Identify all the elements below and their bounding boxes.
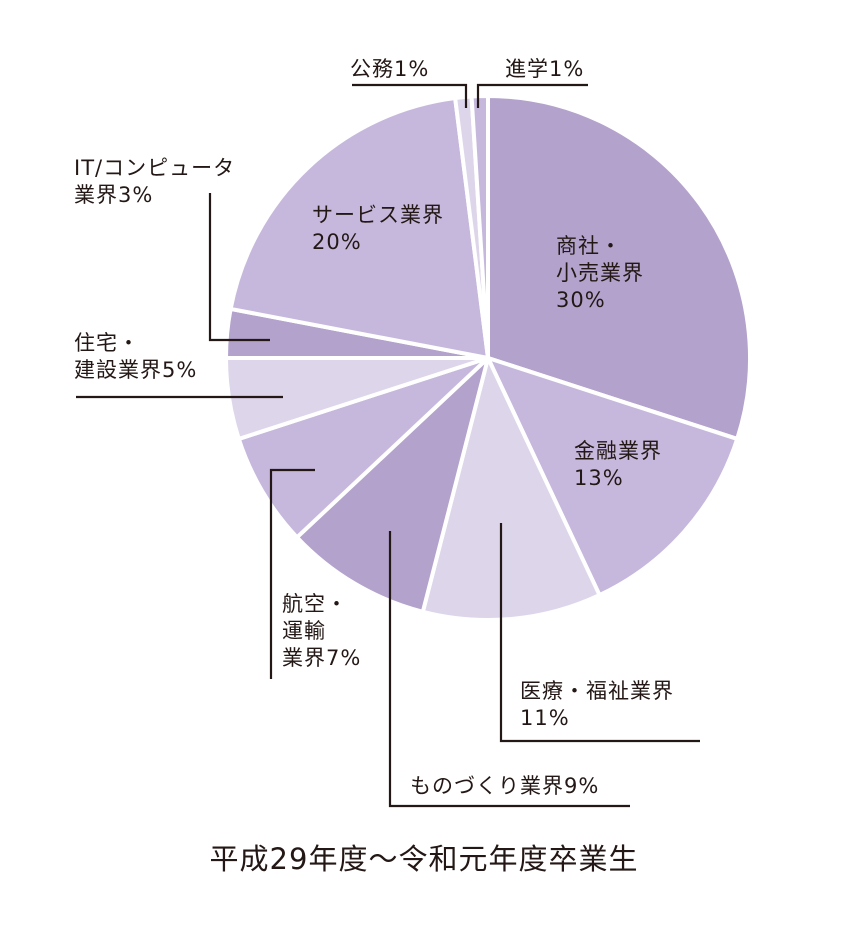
slice-label-line: 30% [556,288,606,312]
slice-label-line: 公務1% [350,57,430,81]
slice-label: 商社・小売業界 30% [556,233,644,314]
slice-label-line: IT/コンピュータ [74,156,236,180]
slice-label-line: 建設業界5% [74,358,198,382]
slice-label: 金融業界 13% [574,438,662,492]
pie-slice [420,356,602,622]
slice-label-line: 業界3% [74,183,154,207]
leader-line [499,523,700,743]
slice-label-line: 商社・ [556,234,622,258]
slice-label: 医療・福祉業界 11% [520,678,674,732]
slice-label: サービス業界 20% [312,202,444,256]
pie-slice [486,94,752,441]
slice-label: 進学1% [505,56,584,83]
slice-label-line: 住宅・ [74,331,140,355]
slice-label-line: 小売業界 [556,261,644,285]
slice-label-line: 13% [574,466,624,490]
slice-label-line: サービス業界 [312,203,444,227]
leader-line [388,531,630,808]
slice-label-line: 業界7% [282,646,362,670]
slice-label: 住宅・建設業界5% [74,330,197,384]
pie-slice [486,356,740,598]
pie-slice [469,94,490,360]
slice-label-line: 航空・ [282,592,348,616]
chart-caption: 平成29年度～令和元年度卒業生 [209,842,639,876]
slice-label: 公務1% [350,56,429,83]
slice-label-line: ものづくり業界9% [410,774,600,798]
slice-label-line: 運輸 [282,619,326,643]
leader-line [352,83,468,108]
leader-line [208,193,270,342]
leader-line [476,83,588,108]
leader-line [269,468,315,679]
slice-label-line: 20% [312,230,362,254]
slice-label: IT/コンピュータ 業界3% [74,155,235,209]
slice-label-line: 医療・福祉業界 [520,679,674,703]
slice-label-line: 進学1% [505,57,585,81]
slice-label-line: 11% [520,706,570,730]
slice-label-line: 金融業界 [574,439,662,463]
pie-slice [295,356,490,614]
slice-label: ものづくり業界9% [410,773,599,800]
slice-label: 航空・運輸業界7% [282,591,361,672]
pie-slice [228,96,490,360]
pie-slice [236,356,490,540]
